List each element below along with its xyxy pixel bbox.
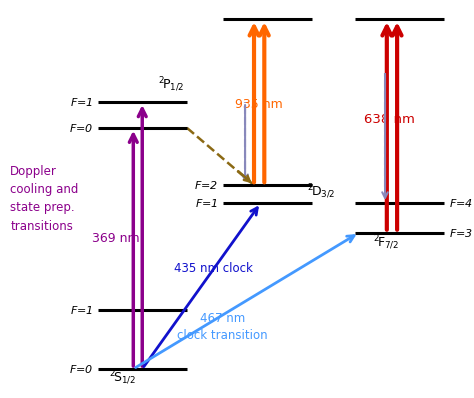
Text: 935 nm: 935 nm bbox=[235, 98, 283, 111]
Text: 638 nm: 638 nm bbox=[364, 113, 415, 127]
Text: $F$=3: $F$=3 bbox=[448, 226, 473, 238]
Text: $F$=4: $F$=4 bbox=[448, 197, 473, 209]
Text: $F$=1: $F$=1 bbox=[70, 304, 93, 316]
Text: $^2\!$S$_{1/2}$: $^2\!$S$_{1/2}$ bbox=[109, 369, 136, 387]
Text: $F$=0: $F$=0 bbox=[69, 122, 93, 134]
Text: $F$=0: $F$=0 bbox=[69, 363, 93, 375]
Text: $^2\!$D$_{3/2}$: $^2\!$D$_{3/2}$ bbox=[307, 183, 336, 201]
Text: 467 nm
clock transition: 467 nm clock transition bbox=[177, 312, 268, 342]
Text: $^2\!$F$_{7/2}$: $^2\!$F$_{7/2}$ bbox=[373, 234, 399, 252]
Text: $F$=2: $F$=2 bbox=[194, 179, 218, 191]
Text: Doppler
cooling and
state prep.
transitions: Doppler cooling and state prep. transiti… bbox=[10, 166, 79, 232]
Text: 369 nm: 369 nm bbox=[91, 232, 139, 245]
Text: 435 nm clock: 435 nm clock bbox=[173, 261, 253, 275]
Text: $F$=1: $F$=1 bbox=[195, 197, 218, 209]
Text: $F$=1: $F$=1 bbox=[70, 96, 93, 108]
Text: $^2\!$P$_{1/2}$: $^2\!$P$_{1/2}$ bbox=[158, 76, 184, 94]
